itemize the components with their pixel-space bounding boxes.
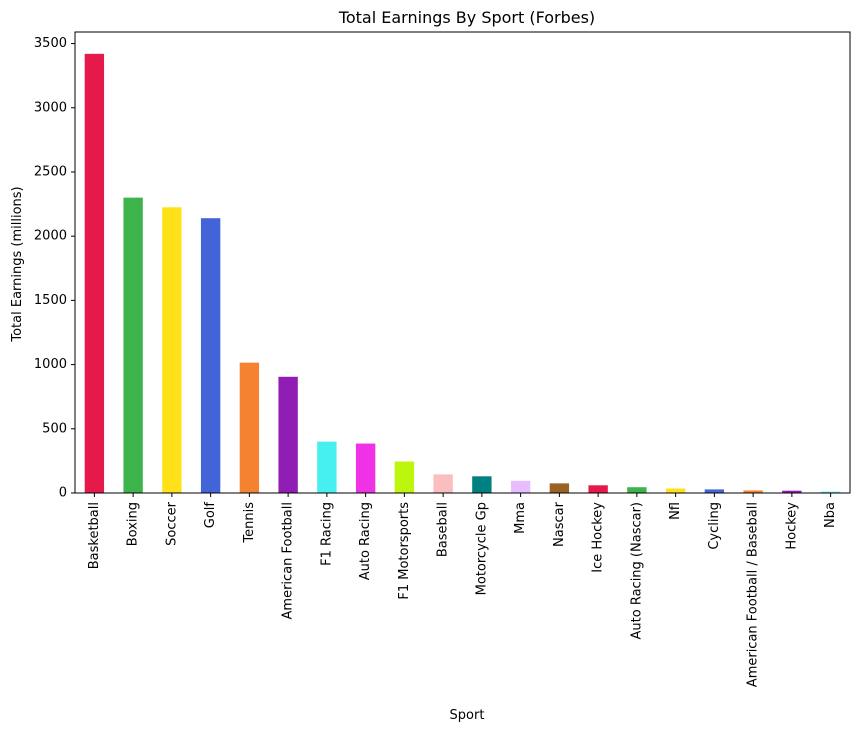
bar-motorcycle-gp: [472, 476, 492, 493]
x-tick-label: Mma: [513, 502, 528, 534]
bar-american-football-baseball: [743, 490, 763, 493]
x-tick-label: Motorcycle Gp: [474, 502, 489, 595]
x-tick-label: F1 Racing: [319, 502, 334, 566]
x-tick-label: Golf: [203, 502, 218, 529]
y-tick-label: 500: [42, 421, 67, 436]
x-tick-label: Auto Racing: [358, 502, 373, 580]
x-tick-label: Tennis: [242, 502, 257, 544]
y-tick-label: 0: [59, 486, 67, 501]
x-tick-label: Nascar: [552, 501, 567, 547]
plot-frame: [74, 31, 851, 494]
bar-soccer: [162, 207, 182, 494]
x-tick-label: American Football / Baseball: [746, 502, 761, 687]
x-tick-label: F1 Motorsports: [397, 502, 412, 600]
x-tick-label: Nba: [823, 502, 838, 528]
y-tick-label: 1000: [34, 357, 67, 372]
x-tick-label: Ice Hockey: [591, 502, 606, 573]
bar-cycling: [704, 489, 725, 493]
y-tick-label: 3000: [34, 100, 67, 115]
x-tick-label: American Football: [281, 502, 296, 619]
bar-nfl: [665, 488, 686, 493]
x-tick-label: Baseball: [436, 502, 451, 557]
bar-nascar: [549, 483, 570, 493]
x-tick-label: Soccer: [164, 501, 179, 545]
x-axis-ticks: Basketball Boxing Soccer Golf Tennis American…: [87, 493, 838, 687]
y-tick-label: 2500: [34, 164, 67, 179]
chart-title: Total Earnings By Sport (Forbes): [338, 8, 595, 27]
bar-golf: [200, 218, 221, 494]
bar-american-football: [278, 376, 298, 493]
bar-nba: [820, 491, 841, 493]
bar-auto-racing: [355, 443, 376, 493]
y-tick-label: 3500: [34, 36, 67, 51]
y-axis-title: Total Earnings (millions): [10, 186, 25, 342]
bar-basketball: [84, 53, 105, 494]
x-tick-label: Basketball: [87, 502, 102, 569]
bar-mma: [510, 480, 531, 493]
y-tick-label: 1500: [34, 293, 67, 308]
bar-ice-hockey: [588, 485, 608, 493]
bar-f1-motorsports: [394, 461, 415, 493]
x-tick-label: Hockey: [784, 502, 799, 550]
x-tick-label: Nfl: [668, 502, 683, 520]
x-axis-title: Sport: [450, 708, 485, 723]
bar-auto-racing-nascar-: [627, 487, 647, 493]
x-tick-label: Boxing: [126, 502, 141, 546]
bar-hockey: [782, 490, 802, 493]
bars-group: [84, 53, 841, 494]
bar-boxing: [123, 197, 143, 494]
bar-baseball: [433, 474, 453, 493]
bar-tennis: [239, 362, 260, 493]
y-tick-label: 2000: [34, 229, 67, 244]
y-axis-ticks: 0 500 1000 1500 2000 2500 3000 3500: [34, 36, 75, 501]
x-tick-label: Auto Racing (Nascar): [629, 502, 644, 639]
x-tick-label: Cycling: [707, 502, 722, 550]
bar-f1-racing: [317, 441, 337, 493]
